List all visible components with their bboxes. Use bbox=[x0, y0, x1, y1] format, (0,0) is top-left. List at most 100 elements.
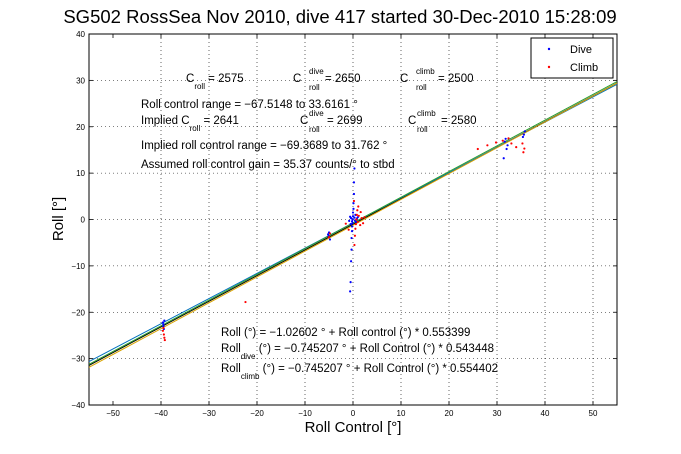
c-roll-dive-base: C bbox=[293, 73, 301, 85]
implied-c-roll-dive-base: C bbox=[300, 115, 308, 127]
implied-c-roll-dive-sup: dive bbox=[309, 109, 324, 118]
c-roll-climb-sub: roll bbox=[416, 83, 427, 92]
climb-point bbox=[347, 228, 350, 231]
dive-point bbox=[351, 211, 355, 214]
dive-point bbox=[163, 319, 166, 322]
dive-point bbox=[162, 323, 165, 326]
y-tick-label: 30 bbox=[76, 76, 85, 85]
c-roll-value: = 2575 bbox=[205, 73, 244, 85]
climb-point bbox=[355, 213, 358, 216]
y-tick-label: 20 bbox=[76, 123, 85, 132]
dive-point bbox=[326, 233, 330, 236]
climb-point bbox=[522, 151, 525, 154]
climb-point bbox=[344, 222, 347, 225]
plot-area: −50 −40 −30 −20 −10 0 10 20 30 40 50 40 30 20 10 0 −10 −2… bbox=[71, 30, 618, 418]
climb-point bbox=[486, 144, 489, 147]
c-roll-annotation: Croll = 2575 bbox=[186, 73, 244, 91]
fit-dive-value: (°) = −0.745207 ° + Roll Control (°) * 0… bbox=[256, 343, 495, 355]
implied-c-roll-prefix: Implied C bbox=[141, 115, 190, 127]
fit-equation-all: Roll (°) = −1.02602 ° + Roll control (°)… bbox=[221, 327, 470, 339]
climb-point bbox=[359, 210, 362, 214]
legend-climb-marker bbox=[547, 65, 551, 69]
climb-point bbox=[361, 222, 365, 225]
climb-point bbox=[353, 234, 357, 237]
y-tick-label: −30 bbox=[71, 355, 85, 364]
x-tick-label: 50 bbox=[589, 409, 598, 418]
implied-c-roll-annotation: Implied Croll = 2641 bbox=[141, 115, 239, 133]
fit-equations: Roll (°) = −1.02602 ° + Roll control (°)… bbox=[221, 327, 498, 381]
c-roll-dive-annotation: C bbox=[293, 73, 301, 85]
implied-c-roll-climb-sub: roll bbox=[417, 125, 428, 134]
c-roll-climb-sup: climb bbox=[416, 67, 435, 76]
implied-c-roll-dive-value: = 2699 bbox=[327, 115, 363, 127]
x-tick-label: −40 bbox=[154, 409, 168, 418]
climb-point bbox=[244, 300, 247, 304]
climb-point bbox=[360, 217, 363, 220]
climb-point bbox=[523, 147, 526, 150]
dive-point bbox=[523, 130, 526, 133]
fit-equation-climb: Rollclimb (°) = −0.745207 ° + Roll Contr… bbox=[221, 363, 498, 381]
climb-point bbox=[363, 216, 366, 219]
climb-point bbox=[521, 142, 524, 145]
c-roll-sub: roll bbox=[194, 82, 205, 91]
fit-dive-sub: dive bbox=[241, 352, 256, 361]
climb-point bbox=[354, 223, 357, 226]
climb-point bbox=[510, 142, 513, 145]
dive-point bbox=[350, 220, 354, 223]
x-tick-label: 10 bbox=[397, 409, 406, 418]
y-tick-label: −10 bbox=[71, 262, 85, 271]
dive-point bbox=[161, 321, 165, 324]
legend: Dive Climb bbox=[530, 37, 614, 79]
dive-point bbox=[349, 215, 352, 218]
climb-point bbox=[162, 326, 165, 330]
climb-point bbox=[357, 205, 360, 208]
calibration-annotations: Croll = 2575 C dive roll = 2650 C climb … bbox=[141, 67, 477, 171]
climb-point bbox=[356, 209, 359, 212]
climb-point bbox=[163, 336, 166, 339]
dive-point bbox=[504, 137, 507, 140]
y-tick-label: 0 bbox=[81, 216, 86, 225]
dive-point bbox=[505, 147, 508, 151]
climb-point bbox=[328, 232, 332, 235]
dive-point bbox=[503, 140, 506, 143]
dive-point bbox=[352, 181, 356, 184]
x-tick-label: −30 bbox=[202, 409, 216, 418]
c-roll-climb-base: C bbox=[400, 73, 408, 85]
climb-point bbox=[507, 137, 510, 140]
implied-roll-control-range: Implied roll control range = −69.3689 to… bbox=[141, 140, 387, 152]
climb-point bbox=[355, 218, 358, 221]
y-tick-label: −20 bbox=[71, 308, 85, 317]
x-tick-label: 20 bbox=[445, 409, 454, 418]
dive-point bbox=[350, 225, 354, 228]
implied-c-roll-dive-sub: roll bbox=[309, 125, 320, 134]
roll-control-range: Roll control range = −67.5148 to 33.6161… bbox=[141, 99, 358, 111]
climb-point bbox=[163, 338, 166, 342]
dive-point bbox=[351, 215, 355, 218]
climb-point bbox=[357, 214, 360, 217]
fit-equation-dive: Rolldive (°) = −0.745207 ° + Roll Contro… bbox=[221, 343, 494, 361]
implied-c-roll-sub: roll bbox=[190, 124, 201, 133]
fit-line bbox=[88, 82, 618, 368]
climb-point bbox=[327, 236, 331, 239]
dive-point bbox=[350, 229, 354, 233]
dive-point bbox=[348, 219, 351, 222]
climb-point bbox=[354, 227, 357, 230]
dive-point bbox=[328, 238, 332, 241]
data-points bbox=[161, 130, 526, 342]
x-axis-label: Roll Control [°] bbox=[305, 419, 402, 436]
climb-point bbox=[353, 243, 356, 247]
assumed-gain: Assumed roll control gain = 35.37 counts… bbox=[141, 159, 395, 171]
legend-dive-marker bbox=[547, 47, 551, 51]
dive-point bbox=[522, 133, 525, 136]
dive-point bbox=[353, 167, 356, 170]
fit-dive-prefix: Roll bbox=[221, 343, 241, 355]
ticks: −50 −40 −30 −20 −10 0 10 20 30 40 50 40 30 20 10 0 −10 −2… bbox=[71, 30, 617, 418]
x-tick-label: −50 bbox=[106, 409, 120, 418]
dive-point bbox=[349, 281, 352, 284]
c-roll-climb-value: = 2500 bbox=[438, 73, 474, 85]
dive-point bbox=[162, 325, 165, 328]
chart-title: SG502 RossSea Nov 2010, dive 417 started… bbox=[63, 6, 616, 27]
legend-climb-label: Climb bbox=[570, 62, 598, 74]
climb-point bbox=[476, 147, 479, 151]
